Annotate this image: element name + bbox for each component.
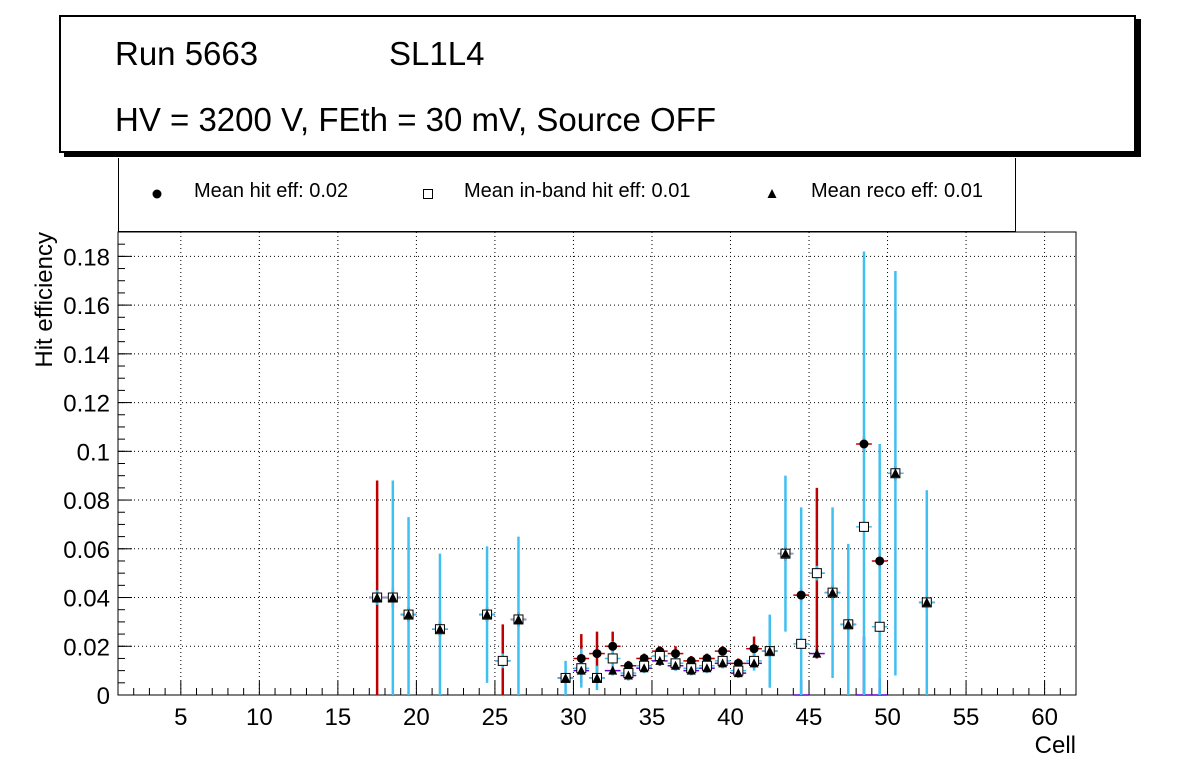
x-tick-label: 40 [717, 704, 744, 731]
x-tick-label: 15 [325, 704, 352, 731]
legend-inband-marker [423, 189, 433, 199]
reco-eff-point [780, 548, 790, 558]
hit-eff-point [749, 644, 759, 654]
y-tick-label: 0.06 [63, 537, 110, 564]
x-tick-label: 10 [246, 704, 273, 731]
hit-eff-point [859, 439, 869, 449]
title-box: Run 5663 SL1L4 HV = 3200 V, FEth = 30 mV… [59, 15, 1136, 153]
x-tick-label: 5 [174, 704, 187, 731]
inband-eff-point [607, 653, 618, 664]
reco-eff-point [890, 468, 900, 478]
legend: Mean hit eff: 0.02 Mean in-band hit eff:… [118, 158, 1016, 232]
inband-eff-point [858, 521, 869, 532]
x-tick-label: 20 [403, 704, 430, 731]
inband-eff-point [497, 655, 508, 666]
hit-eff-point [718, 646, 728, 656]
reco-eff-point [718, 658, 728, 668]
legend-reco-label: Mean reco eff: 0.01 [811, 180, 983, 202]
axes: 5 10 15 20 25 30 35 40 45 50 55 60 0 0.02 0.04 0.06 0.08… [63, 243, 1077, 731]
reco-eff-point [592, 672, 602, 682]
reco-eff-point [733, 668, 743, 678]
legend-markers [152, 189, 777, 199]
reco-eff-point [812, 648, 822, 658]
y-tick-label: 0.04 [63, 586, 110, 613]
reco-eff-point [765, 646, 775, 656]
legend-hit-label: Mean hit eff: 0.02 [194, 180, 349, 202]
legend-hit-marker [152, 189, 162, 199]
reco-eff-point [576, 665, 586, 675]
hit-eff-point [702, 653, 712, 663]
x-tick-label: 30 [560, 704, 587, 731]
reco-eff-point [686, 665, 696, 675]
reco-eff-point [608, 665, 618, 675]
inband-eff-point [874, 621, 885, 632]
x-tick-label: 35 [639, 704, 666, 731]
reco-eff-point [828, 587, 838, 597]
x-tick-label: 25 [482, 704, 509, 731]
reco-eff-point [513, 614, 523, 624]
x-axis-title: Cell [1035, 732, 1076, 759]
reco-eff-point [843, 619, 853, 629]
y-tick-label: 0.18 [63, 244, 110, 271]
reco-eff-point [655, 655, 665, 665]
hit-eff-point [671, 649, 681, 659]
hit-eff-point [592, 649, 602, 659]
inband-eff-point [811, 568, 822, 579]
hit-eff-point [875, 556, 885, 566]
hit-eff-point [733, 658, 743, 668]
plot-frame [117, 231, 1077, 696]
legend-reco-marker [767, 189, 777, 198]
legend-inband-label: Mean in-band hit eff: 0.01 [464, 180, 691, 202]
conditions-label: HV = 3200 V, FEth = 30 mV, Source OFF [115, 101, 717, 138]
reco-eff-point [372, 592, 382, 602]
hit-eff-point [608, 641, 618, 651]
y-axis-title: Hit efficiency [31, 232, 58, 368]
x-tick-label: 50 [874, 704, 901, 731]
y-tick-label: 0.12 [63, 391, 110, 418]
grid [118, 232, 1076, 696]
reco-eff-point [702, 663, 712, 673]
reco-eff-point [623, 670, 633, 680]
inband-eff-point [796, 638, 807, 649]
hit-eff-point [639, 653, 649, 663]
y-tick-label: 0.1 [77, 439, 110, 466]
reco-eff-point [922, 597, 932, 607]
hit-eff-point [796, 590, 806, 600]
hit-eff-point [686, 656, 696, 666]
hit-eff-point [623, 661, 633, 671]
x-tick-label: 45 [796, 704, 823, 731]
y-tick-label: 0.02 [63, 634, 110, 661]
reco-eff-point [482, 609, 492, 619]
hit-eff-point [576, 653, 586, 663]
run-label: Run 5663 [115, 35, 259, 72]
data-layer [369, 251, 935, 696]
x-tick-label: 60 [1031, 704, 1058, 731]
reco-eff-point [671, 660, 681, 670]
y-tick-label: 0.08 [63, 488, 110, 515]
y-tick-label: 0 [97, 683, 110, 710]
reco-eff-point [561, 672, 571, 682]
reco-eff-point [435, 624, 445, 634]
x-tick-label: 55 [953, 704, 980, 731]
y-tick-label: 0.14 [63, 342, 110, 369]
reco-eff-point [639, 663, 649, 673]
y-tick-label: 0.16 [63, 293, 110, 320]
reco-eff-point [404, 609, 414, 619]
reco-eff-point [388, 592, 398, 602]
reco-eff-point [749, 658, 759, 668]
layer-label: SL1L4 [389, 35, 485, 72]
